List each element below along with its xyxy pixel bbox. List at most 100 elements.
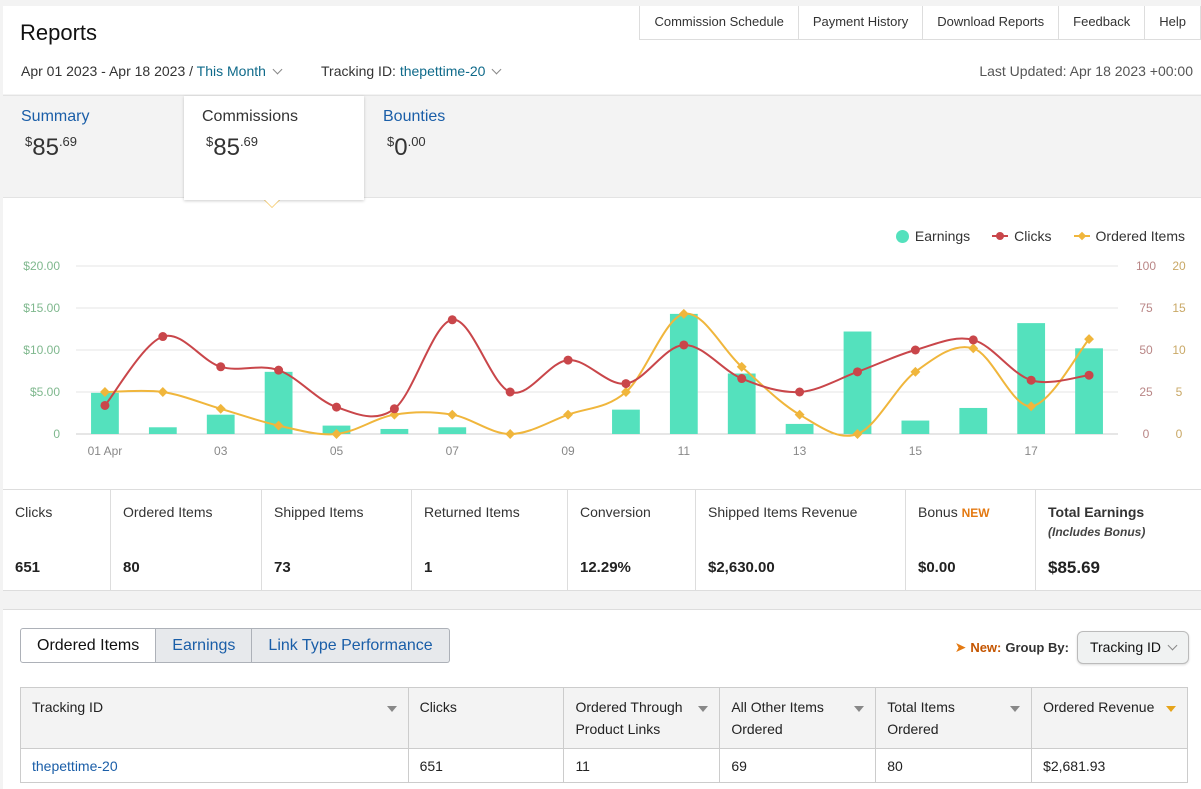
earnings-bar bbox=[843, 331, 872, 434]
col-tracking-id[interactable]: Tracking ID bbox=[20, 687, 409, 749]
col-all-other-items-ordered[interactable]: All Other Items Ordered bbox=[719, 687, 877, 749]
tab-commissions[interactable]: Commissions $85.69 bbox=[184, 96, 364, 200]
ordered-items-line bbox=[104, 312, 1090, 437]
stat-shipped-revenue: Shipped Items Revenue $2,630.00 bbox=[696, 490, 906, 591]
x-tick-label: 09 bbox=[561, 444, 575, 458]
cell-other-items: 69 bbox=[719, 748, 877, 783]
top-navigation: Commission Schedule Payment History Down… bbox=[639, 6, 1201, 40]
earnings-bar bbox=[669, 313, 698, 434]
clicks-point bbox=[447, 315, 457, 325]
chevron-down-icon[interactable] bbox=[492, 64, 502, 75]
clicks-line-icon bbox=[992, 232, 1009, 240]
earnings-bar bbox=[901, 420, 930, 434]
sort-desc-icon[interactable] bbox=[1166, 706, 1176, 712]
col-clicks[interactable]: Clicks bbox=[407, 687, 565, 749]
rocket-icon: ➤ bbox=[954, 639, 967, 655]
nav-help[interactable]: Help bbox=[1145, 6, 1201, 40]
y-tick-right-ordered: 5 bbox=[1176, 385, 1183, 399]
tracking-id-value[interactable]: thepettime-20 bbox=[399, 63, 486, 79]
tab-summary[interactable]: Summary $85.69 bbox=[3, 96, 183, 196]
earnings-bar bbox=[380, 428, 409, 434]
group-by: ➤ New: Group By: Tracking ID bbox=[955, 631, 1189, 664]
table-row: thepettime-20 651 11 69 80 $2,681.93 bbox=[20, 748, 1188, 783]
col-total-items-ordered[interactable]: Total Items Ordered bbox=[875, 687, 1033, 749]
tab-bounties-amount: $0.00 bbox=[387, 134, 426, 161]
new-label: New: bbox=[970, 640, 1002, 655]
tab-link-type-performance[interactable]: Link Type Performance bbox=[252, 628, 450, 663]
y-tick-left: $15.00 bbox=[23, 301, 60, 315]
ordered-items-table: Tracking ID Clicks Ordered Through Produc… bbox=[20, 687, 1188, 783]
ordered-items-point bbox=[1084, 334, 1095, 345]
ordered-items-point bbox=[447, 409, 458, 420]
sort-icon[interactable] bbox=[1010, 706, 1021, 712]
stat-shipped-items: Shipped Items 73 bbox=[262, 490, 412, 591]
group-by-select[interactable]: Tracking ID bbox=[1076, 631, 1189, 664]
chevron-down-icon[interactable] bbox=[272, 64, 283, 75]
earnings-bar bbox=[612, 409, 640, 434]
date-range-text: Apr 01 2023 - Apr 18 2023 / bbox=[21, 63, 194, 79]
x-tick-label: 07 bbox=[446, 444, 460, 458]
sort-icon[interactable] bbox=[854, 706, 865, 712]
tracking-id-selector[interactable]: Tracking ID: thepettime-20 bbox=[321, 63, 502, 79]
col-ordered-revenue[interactable]: Ordered Revenue bbox=[1031, 687, 1188, 749]
x-tick-label: 11 bbox=[678, 444, 691, 458]
legend-clicks[interactable]: Clicks bbox=[992, 228, 1052, 244]
y-tick-right-clicks: 0 bbox=[1143, 427, 1150, 441]
active-tab-pointer-fill bbox=[263, 198, 281, 207]
sort-icon[interactable] bbox=[386, 706, 397, 712]
nav-download-reports[interactable]: Download Reports bbox=[923, 6, 1060, 40]
cell-ordered-revenue: $2,681.93 bbox=[1031, 748, 1188, 783]
ordered-items-point bbox=[1026, 401, 1037, 412]
report-tabs: Ordered Items Earnings Link Type Perform… bbox=[20, 628, 450, 663]
legend-ordered-items[interactable]: Ordered Items bbox=[1073, 228, 1185, 244]
tab-earnings[interactable]: Earnings bbox=[156, 628, 253, 663]
ordered-items-point bbox=[157, 387, 168, 397]
earnings-bar bbox=[438, 427, 467, 434]
clicks-point bbox=[216, 362, 226, 372]
nav-commission-schedule[interactable]: Commission Schedule bbox=[639, 6, 799, 40]
earnings-chart: $20.00 100 20$15.00 75 15$10.00 50 10$5.00 25 50… bbox=[23, 259, 1186, 458]
clicks-point bbox=[737, 374, 747, 384]
y-tick-right-clicks: 25 bbox=[1139, 385, 1153, 399]
nav-payment-history[interactable]: Payment History bbox=[798, 6, 924, 40]
summary-tabs: Summary $85.69 Commissions $85.69 Bounti… bbox=[3, 95, 1201, 200]
date-preset[interactable]: This Month bbox=[196, 63, 266, 79]
clicks-point bbox=[1026, 375, 1036, 385]
earnings-bar bbox=[206, 414, 235, 434]
y-tick-left: $10.00 bbox=[23, 343, 60, 357]
last-updated: Last Updated: Apr 18 2023 +00:00 bbox=[979, 63, 1193, 79]
earnings-bar bbox=[1075, 348, 1103, 434]
clicks-point bbox=[795, 387, 805, 397]
chart-legend: Earnings Clicks Ordered Items bbox=[895, 228, 1185, 244]
ordered-items-point bbox=[215, 403, 226, 414]
ordered-items-point bbox=[794, 409, 805, 420]
col-ordered-through-product-links[interactable]: Ordered Through Product Links bbox=[563, 687, 721, 749]
y-tick-right-ordered: 20 bbox=[1172, 259, 1186, 273]
clicks-line bbox=[104, 318, 1090, 418]
y-tick-left: 0 bbox=[53, 427, 60, 441]
earnings-bar bbox=[727, 373, 756, 434]
report-details: Ordered Items Earnings Link Type Perform… bbox=[3, 609, 1201, 789]
x-tick-label: 17 bbox=[1024, 444, 1038, 458]
clicks-point bbox=[679, 340, 689, 350]
y-tick-right-clicks: 50 bbox=[1139, 343, 1153, 357]
tab-bounties[interactable]: Bounties $0.00 bbox=[365, 96, 545, 196]
y-tick-left: $5.00 bbox=[30, 385, 60, 399]
sort-icon[interactable] bbox=[698, 706, 709, 712]
x-tick-label: 05 bbox=[330, 444, 344, 458]
clicks-point bbox=[621, 379, 631, 389]
x-tick-label: 01 Apr bbox=[88, 444, 123, 458]
stats-bar: Clicks 651 Ordered Items 80 Shipped Item… bbox=[3, 489, 1201, 591]
clicks-point bbox=[910, 345, 920, 355]
x-tick-label: 03 bbox=[214, 444, 228, 458]
clicks-point bbox=[505, 387, 515, 397]
cell-tracking-id[interactable]: thepettime-20 bbox=[20, 748, 409, 783]
cell-ordered-through: 11 bbox=[563, 748, 721, 783]
legend-earnings[interactable]: Earnings bbox=[895, 228, 970, 244]
date-range-selector[interactable]: Apr 01 2023 - Apr 18 2023 / This Month bbox=[21, 63, 283, 79]
ordered-items-point bbox=[910, 366, 921, 377]
new-badge: NEW bbox=[961, 506, 990, 520]
tab-ordered-items[interactable]: Ordered Items bbox=[20, 628, 157, 663]
nav-feedback[interactable]: Feedback bbox=[1059, 6, 1146, 40]
